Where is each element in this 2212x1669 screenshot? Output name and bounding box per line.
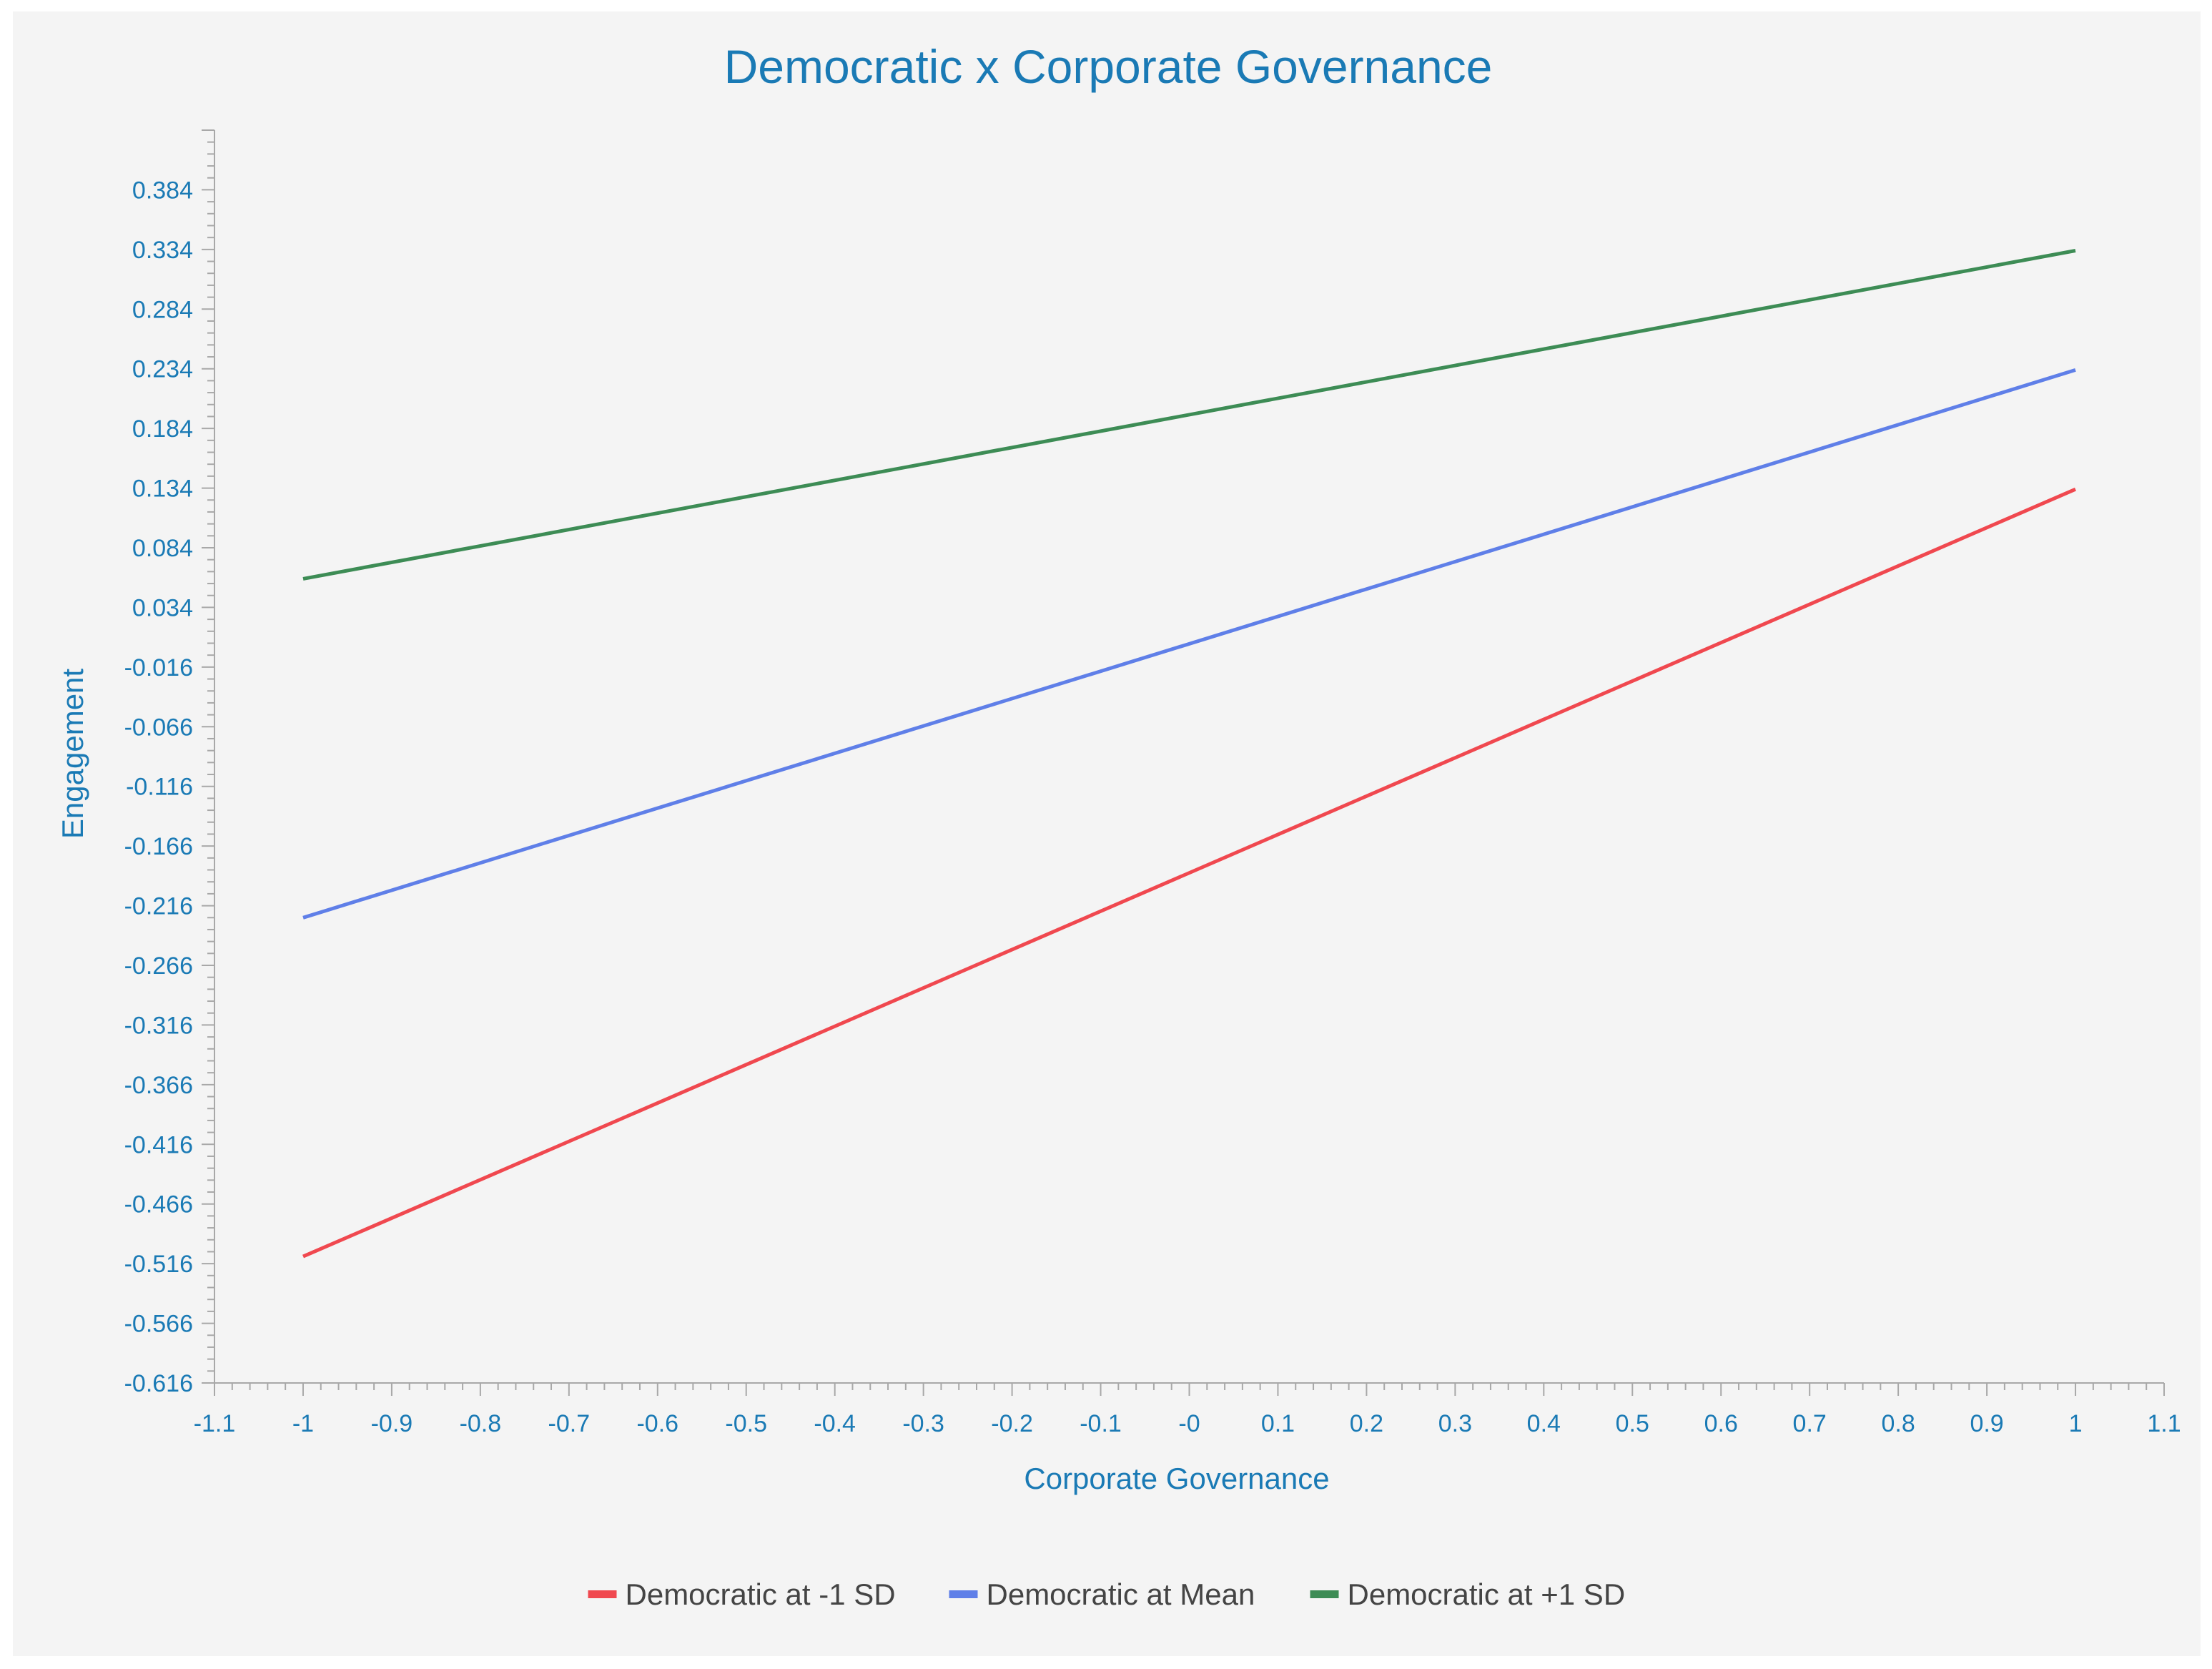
legend-label: Democratic at Mean — [987, 1577, 1255, 1611]
line-chart: Democratic x Corporate Governance Corpor… — [56, 40, 2181, 1611]
x-tick-label: 0.1 — [1261, 1410, 1295, 1437]
x-tick-label: 0.7 — [1793, 1410, 1827, 1437]
y-tick-label: -0.066 — [124, 714, 193, 741]
y-tick-label: -0.516 — [124, 1251, 193, 1278]
x-tick-label: 0.6 — [1704, 1410, 1738, 1437]
x-tick-label: -0.5 — [725, 1410, 767, 1437]
y-axis-label: Engagement — [56, 669, 89, 840]
series-line-democratic-at-mean — [302, 368, 2076, 920]
series-line-democratic-at-1-sd — [302, 249, 2076, 581]
y-tick-label: -0.166 — [124, 833, 193, 860]
y-tick-label: -0.366 — [124, 1072, 193, 1099]
x-tick-label: 0.8 — [1882, 1410, 1915, 1437]
x-tick-label: -0.9 — [371, 1410, 413, 1437]
x-tick-label: 0.5 — [1616, 1410, 1649, 1437]
x-tick-label: -0.3 — [902, 1410, 944, 1437]
y-tick-label: 0.184 — [132, 415, 193, 443]
y-tick-label: -0.116 — [126, 774, 193, 801]
y-tick-label: -0.016 — [124, 654, 193, 681]
legend-label: Democratic at +1 SD — [1348, 1577, 1626, 1611]
chart-title: Democratic x Corporate Governance — [724, 40, 1493, 93]
series-lines — [302, 249, 2076, 1259]
x-tick-label: -1.1 — [194, 1410, 236, 1437]
legend-swatch — [1310, 1590, 1339, 1598]
y-tick-label: 0.384 — [132, 177, 193, 204]
x-tick-label: -0.8 — [460, 1410, 502, 1437]
legend-swatch — [949, 1590, 978, 1598]
legend-label: Democratic at -1 SD — [626, 1577, 896, 1611]
y-tick-label: -0.616 — [124, 1370, 193, 1397]
y-tick-label: -0.466 — [124, 1191, 193, 1218]
x-tick-label: -0.6 — [636, 1410, 678, 1437]
chart-panel: Democratic x Corporate Governance Corpor… — [13, 11, 2201, 1656]
y-tick-label: 0.084 — [132, 535, 193, 562]
x-tick-label: 0.4 — [1527, 1410, 1561, 1437]
x-tick-label: -0 — [1178, 1410, 1200, 1437]
legend: Democratic at -1 SD Democratic at Mean Dem… — [588, 1577, 1626, 1611]
y-tick-label: -0.216 — [124, 893, 193, 920]
y-tick-label: -0.416 — [124, 1131, 193, 1158]
axes: -1.1 -1 -0.9 -0.8 -0.7 -0.6 -0.5 -0.4 -0.3 -0.2 -0… — [124, 129, 2181, 1437]
y-tick-label: -0.566 — [124, 1311, 193, 1338]
y-tick-label: 0.284 — [132, 296, 193, 323]
x-tick-label: -0.2 — [991, 1410, 1033, 1437]
y-tick-label: 0.034 — [132, 594, 193, 621]
x-tick-label: -1 — [292, 1410, 314, 1437]
x-tick-label: 0.2 — [1350, 1410, 1383, 1437]
y-tick-label: 0.134 — [132, 476, 193, 503]
x-axis-label: Corporate Governance — [1024, 1462, 1329, 1495]
y-tick-label: -0.266 — [124, 952, 193, 980]
x-tick-label: -0.7 — [548, 1410, 591, 1437]
x-tick-label: -0.1 — [1080, 1410, 1122, 1437]
x-tick-label: 1.1 — [2147, 1410, 2181, 1437]
y-tick-label: 0.334 — [132, 237, 193, 264]
series-line-democratic-at-1-sd — [302, 487, 2076, 1259]
x-tick-label: 0.3 — [1438, 1410, 1472, 1437]
x-tick-label: 1 — [2069, 1410, 2083, 1437]
y-tick-label: -0.316 — [124, 1012, 193, 1039]
legend-swatch — [588, 1590, 617, 1598]
x-tick-label: -0.4 — [814, 1410, 856, 1437]
y-tick-label: 0.234 — [132, 356, 193, 383]
x-tick-label: 0.9 — [1970, 1410, 2003, 1437]
